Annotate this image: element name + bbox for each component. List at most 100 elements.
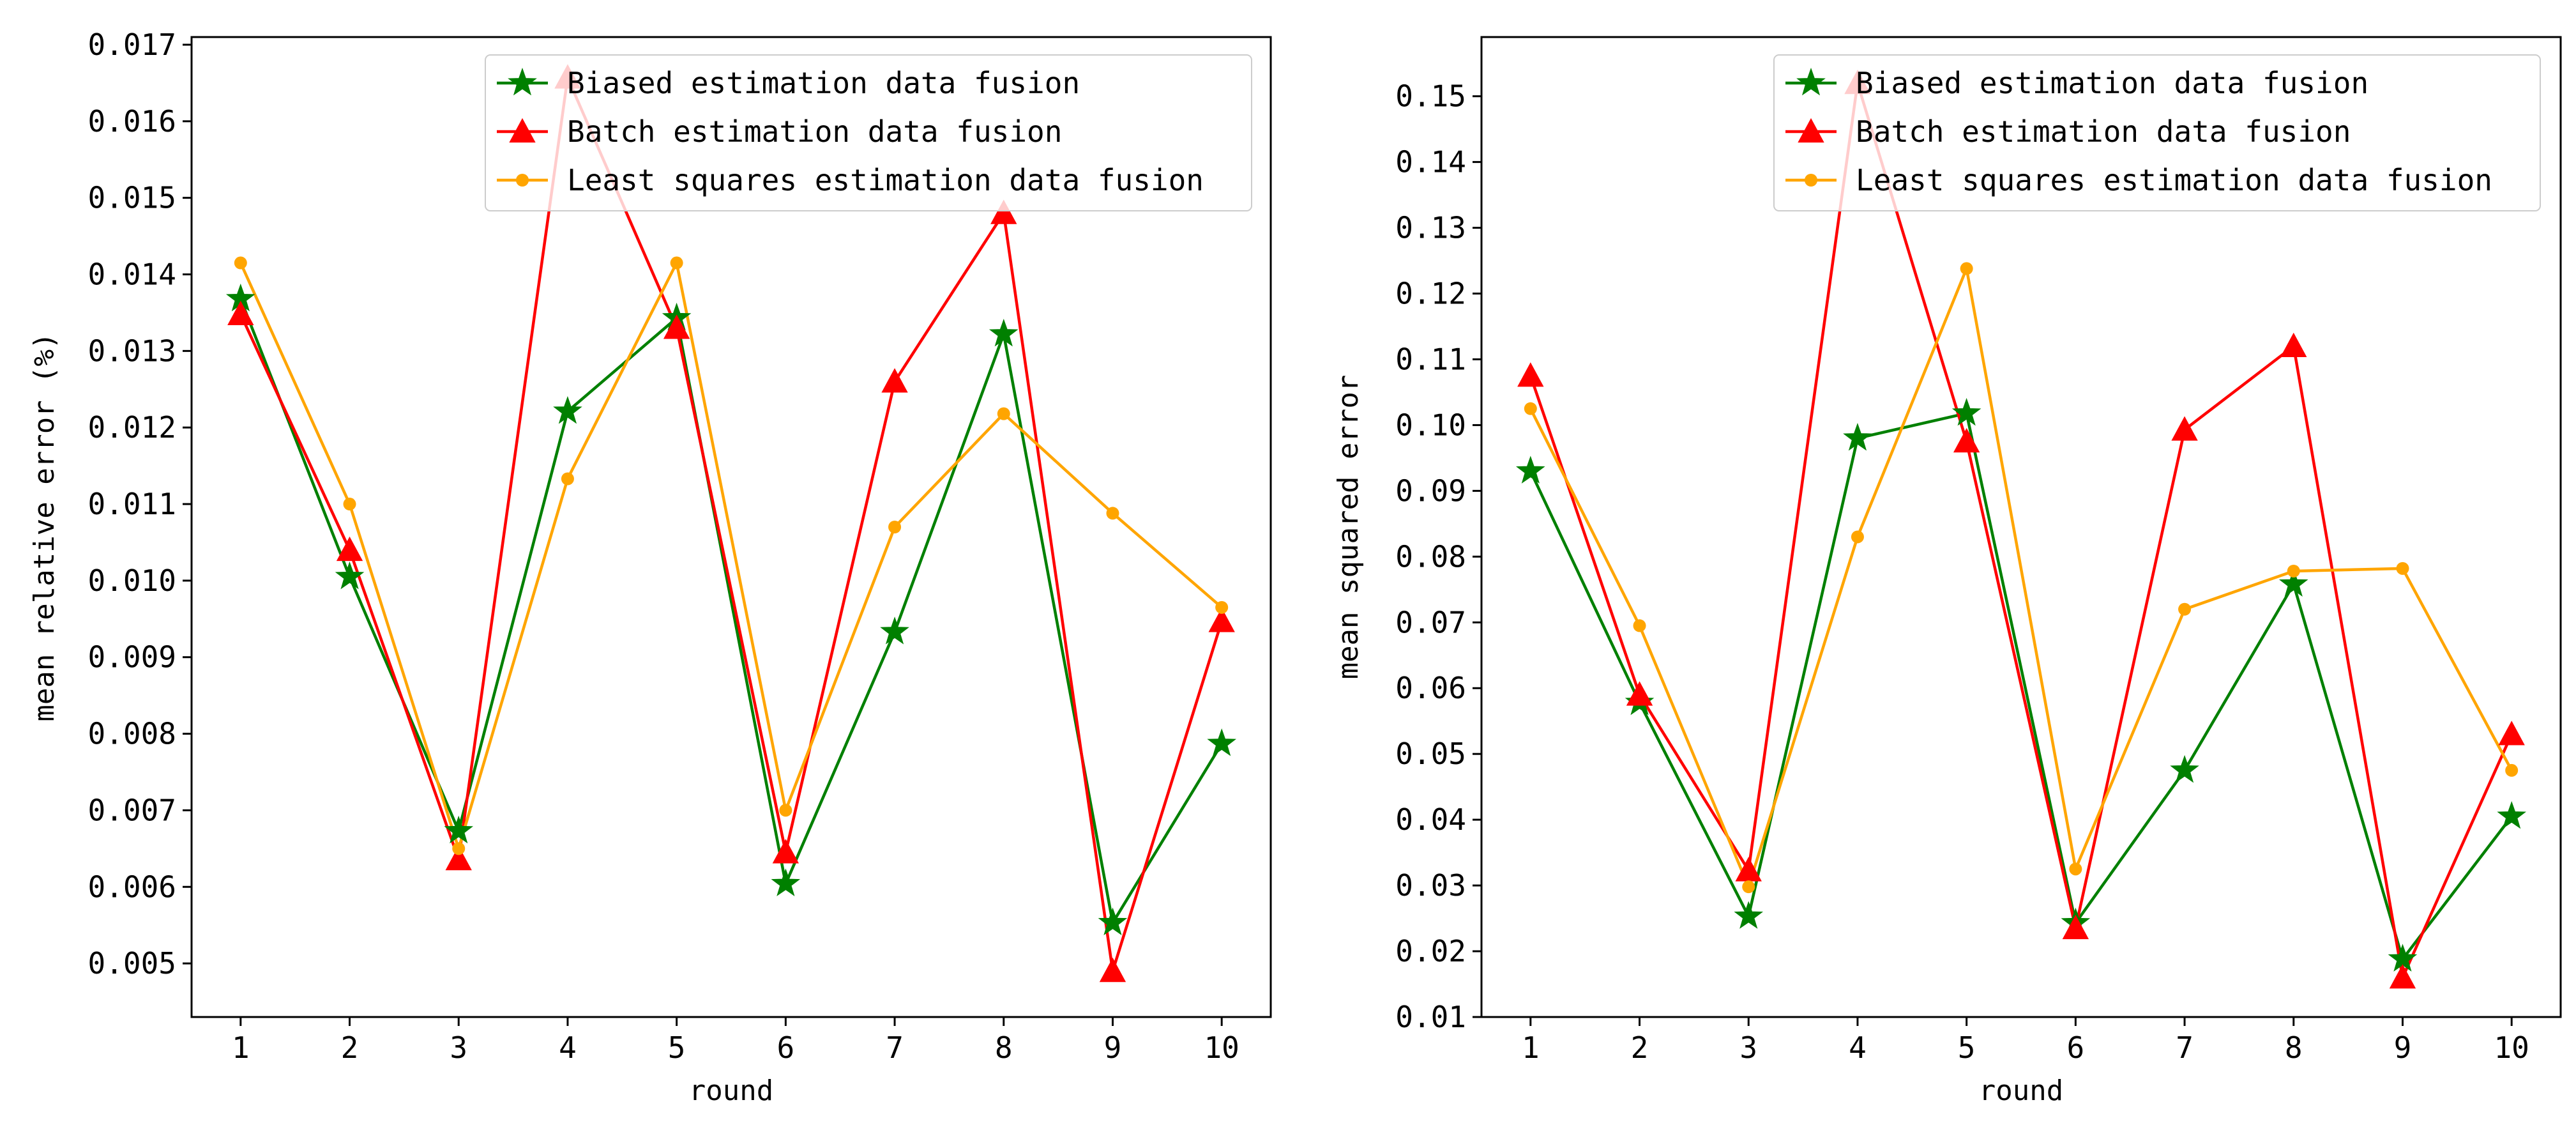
y-tick-label: 0.11 [1395, 342, 1466, 376]
y-tick-label: 0.013 [88, 333, 176, 368]
y-tick-label: 0.007 [88, 793, 176, 827]
y-tick-label: 0.15 [1395, 79, 1466, 114]
data-point-s3-r10 [1215, 600, 1229, 614]
data-point-s2-r1 [227, 300, 254, 325]
data-point-s3-r8 [997, 407, 1010, 420]
x-tick-label: 8 [2285, 1030, 2303, 1065]
y-tick-label: 0.06 [1395, 671, 1466, 705]
y-tick-label: 0.012 [88, 410, 176, 445]
data-point-s2-r1 [1517, 362, 1544, 387]
data-point-s3-r9 [2396, 562, 2409, 575]
data-point-s3-r5 [1960, 262, 1973, 275]
data-point-s2-r2 [1626, 681, 1653, 706]
y-tick-label: 0.009 [88, 640, 176, 675]
axes-frame [1480, 36, 2562, 1018]
y-tick-label: 0.011 [88, 487, 176, 521]
y-tick-label: 0.01 [1395, 1000, 1466, 1034]
data-point-s2-r10 [2498, 721, 2525, 746]
data-point-s3-r2 [343, 498, 356, 511]
y-tick-label: 0.09 [1395, 473, 1466, 508]
data-point-s2-r6 [2062, 914, 2089, 940]
x-tick-label: 6 [2067, 1030, 2085, 1065]
legend-label: Least squares estimation data fusion [567, 163, 1204, 197]
y-tick-label: 0.016 [88, 104, 176, 139]
legend: Biased estimation data fusion Batch estim… [485, 54, 1252, 211]
x-tick-label: 2 [1631, 1030, 1649, 1065]
legend: Biased estimation data fusion Batch estim… [1773, 54, 2541, 211]
x-tick-label: 6 [777, 1030, 795, 1065]
series-line-1 [239, 298, 1224, 924]
data-point-s2-r8 [990, 199, 1017, 224]
data-point-s2-r10 [1208, 608, 1235, 632]
series-line-2 [239, 76, 1224, 973]
y-tick-label: 0.015 [88, 181, 176, 215]
data-point-s3-r7 [888, 521, 902, 533]
data-point-s3-r5 [670, 256, 683, 270]
y-tick-label: 0.14 [1395, 145, 1466, 180]
data-point-s2-r7 [2171, 416, 2198, 441]
x-tick-label: 7 [886, 1030, 904, 1065]
data-point-s1-r8 [2278, 569, 2308, 597]
x-tick-label: 10 [1204, 1030, 1239, 1065]
legend-marker-star [1796, 68, 1826, 96]
legend-label: Batch estimation data fusion [1856, 114, 2351, 149]
x-tick-label: 9 [2394, 1030, 2412, 1065]
legend-marker-triangle [509, 118, 536, 143]
data-point-s2-r6 [772, 839, 799, 864]
data-point-s2-r9 [1099, 957, 1126, 983]
data-point-s3-r4 [561, 472, 574, 486]
data-point-s3-r3 [1742, 880, 1755, 894]
data-point-s1-r6 [771, 868, 801, 896]
data-point-s3-r1 [1524, 402, 1537, 415]
legend-label: Biased estimation data fusion [1856, 66, 2368, 100]
x-tick-label: 1 [1522, 1030, 1540, 1065]
axes-frame [190, 36, 1272, 1018]
x-tick-label: 3 [1739, 1030, 1757, 1065]
x-tick-label: 5 [1958, 1030, 1976, 1065]
data-point-s1-r1 [1515, 455, 1545, 484]
data-point-s1-r5 [1951, 397, 1981, 426]
data-point-s3-r1 [234, 256, 247, 270]
data-point-s3-r6 [779, 804, 792, 817]
x-tick-label: 7 [2176, 1030, 2193, 1065]
x-tick-label: 9 [1104, 1030, 1122, 1065]
legend-label: Least squares estimation data fusion [1856, 163, 2492, 197]
data-point-s1-r7 [2170, 754, 2199, 783]
legend-label: Biased estimation data fusion [567, 66, 1080, 100]
x-tick-label: 5 [668, 1030, 686, 1065]
legend-marker-circle [516, 174, 529, 187]
data-point-s3-r6 [2069, 862, 2082, 876]
data-point-s3-r3 [452, 842, 466, 855]
data-point-s1-r7 [880, 616, 909, 645]
data-point-s1-r3 [1734, 901, 1764, 929]
y-axis-label: mean squared error [1332, 375, 1365, 680]
y-tick-label: 0.02 [1395, 934, 1466, 968]
x-tick-label: 3 [450, 1030, 467, 1065]
y-tick-label: 0.04 [1395, 802, 1466, 837]
y-tick-label: 0.010 [88, 563, 176, 598]
y-tick-label: 0.008 [88, 717, 176, 751]
data-point-s2-r2 [336, 536, 363, 562]
x-tick-label: 8 [995, 1030, 1013, 1065]
data-point-s3-r4 [1851, 530, 1864, 544]
data-point-s3-r8 [2287, 564, 2300, 577]
x-tick-label: 1 [232, 1030, 250, 1065]
data-point-s1-r10 [2497, 801, 2527, 829]
y-tick-label: 0.08 [1395, 539, 1466, 574]
data-point-s1-r4 [553, 395, 582, 424]
chart-panel-1: 1 2 3 4 5 6 7 8 9 10 0.005 0.006 0.007 0.008 0.009 0.01… [28, 27, 1272, 1107]
data-point-s1-r2 [335, 561, 365, 590]
series-line-3 [239, 261, 1223, 850]
x-axis-label: round [689, 1075, 773, 1107]
legend-label: Batch estimation data fusion [567, 114, 1062, 149]
data-point-s3-r9 [1106, 507, 1119, 520]
data-point-s2-r5 [663, 314, 690, 339]
data-point-s3-r2 [1633, 619, 1646, 632]
data-point-s1-r8 [989, 319, 1019, 347]
chart-panel-2: 1 2 3 4 5 6 7 8 9 10 0.01 0.02 0.03 0.04 0.05 0.06 0.07 0… [1332, 36, 2562, 1107]
data-point-s1-r9 [1098, 907, 1128, 936]
legend-marker-triangle [1798, 118, 1824, 143]
y-axis-label: mean relative error (%) [28, 332, 61, 721]
y-tick-label: 0.017 [88, 27, 176, 62]
